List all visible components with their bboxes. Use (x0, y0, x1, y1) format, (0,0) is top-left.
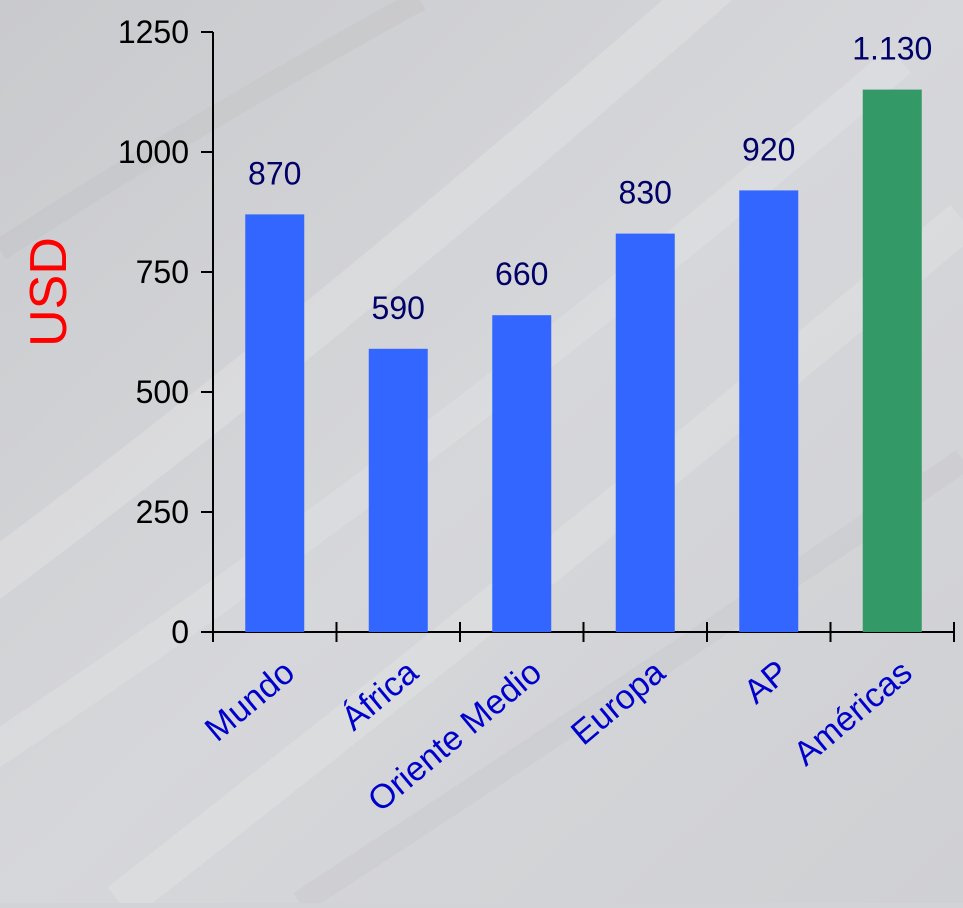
y-tick-label: 250 (136, 494, 189, 530)
y-tick-label: 1250 (118, 14, 189, 50)
bars (245, 89, 922, 633)
bar (368, 348, 428, 632)
value-label: 1.130 (852, 31, 932, 67)
bar (862, 89, 922, 633)
y-tick-label: 750 (136, 254, 189, 290)
value-label: 870 (248, 155, 301, 191)
y-axis: 0 250 500 750 1000 1250 (118, 14, 213, 650)
bar (492, 315, 552, 632)
value-label: 920 (742, 131, 795, 167)
y-tick-label: 500 (136, 374, 189, 410)
value-label: 590 (372, 290, 425, 326)
y-tick-label: 0 (171, 614, 189, 650)
value-labels: 870 590 660 830 920 1.130 (248, 31, 932, 326)
bar (739, 190, 799, 632)
bar (245, 214, 305, 632)
y-tick-label: 1000 (118, 134, 189, 170)
y-axis-label: USD (20, 237, 78, 347)
bar (615, 233, 675, 632)
value-label: 830 (619, 175, 672, 211)
axes (212, 32, 955, 642)
value-label: 660 (495, 256, 548, 292)
